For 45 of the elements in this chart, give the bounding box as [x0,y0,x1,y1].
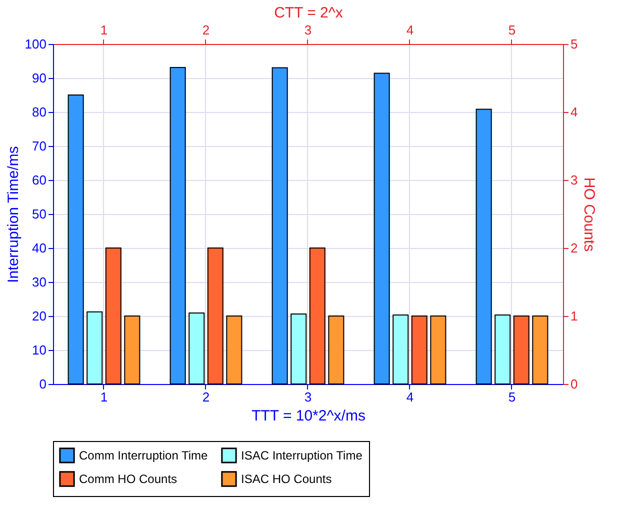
y2-tick-label: 3 [570,172,578,188]
y2-tick-label: 2 [570,240,578,256]
bar [170,66,186,384]
category-label: 5 [508,22,516,38]
y-tick-label: 80 [32,104,46,120]
legend-label: ISAC Interruption Time [241,448,363,462]
category-label: 3 [304,22,312,38]
y-tick-label: 30 [32,274,46,290]
y-tick-label: 20 [32,308,46,324]
y-axis-title: Interruption Time/ms [4,146,22,283]
y-tick-label: 100 [24,36,46,52]
category-label: 4 [406,22,414,38]
bar [476,108,492,384]
bar [188,312,205,384]
legend-label: Comm Interruption Time [79,448,208,462]
bar [494,314,511,384]
x2-axis-title: CTT = 2^x [274,4,344,22]
legend-label: Comm HO Counts [79,472,178,486]
y2-tick-label: 4 [570,104,578,120]
bar [290,313,307,384]
x-tick-label: 2 [202,390,210,404]
legend-label: ISAC HO Counts [241,472,332,486]
x-tick-label: 5 [508,390,516,404]
x-axis-title: TTT = 10*2^x/ms [252,408,366,424]
y-tick-label: 50 [32,206,46,222]
x-tick-label: 3 [304,390,312,404]
y2-tick-label: 5 [570,36,578,52]
category-label: 2 [202,22,210,38]
y-tick-label: 10 [32,342,46,358]
y-tick-label: 60 [32,172,46,188]
y2-tick-label: 1 [570,308,578,324]
y-tick-label: 90 [32,70,46,86]
y2-tick-label: 0 [570,376,578,392]
bar [68,94,84,384]
x-tick-label: 4 [406,390,414,404]
x-tick-label: 1 [100,390,108,404]
y-tick-label: 40 [32,240,46,256]
y-tick-label: 70 [32,138,46,154]
y-tick-label: 0 [39,376,46,392]
y2-axis-title: HO Counts [580,177,598,252]
category-label: 1 [100,22,108,38]
bar [272,67,288,384]
bar [392,314,409,384]
bar [374,72,390,384]
bar [86,311,103,384]
